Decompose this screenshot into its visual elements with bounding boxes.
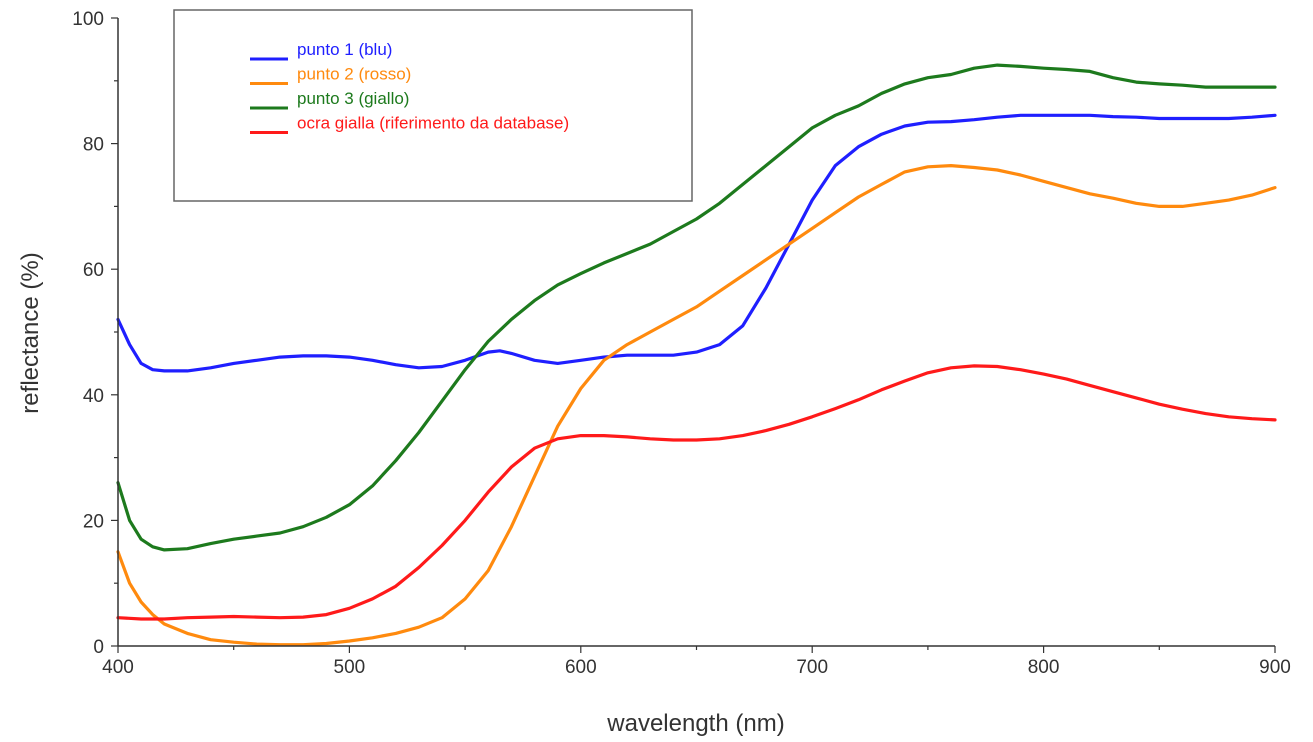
y-axis-title: reflectance (%) [17,252,44,413]
legend-items: punto 1 (blu) punto 2 (rosso) punto 3 (gia… [250,40,569,134]
x-tick-label: 700 [796,657,828,678]
y-tick-label: 0 [93,637,104,658]
legend-label-1: punto 1 (blu) [297,40,392,59]
y-tick-label: 100 [72,9,104,30]
x-tick-label: 400 [102,657,134,678]
axes: 400 500 600 700 800 900 0 20 40 60 80 100 [72,9,1291,678]
x-tick-label: 600 [565,657,597,678]
series-line-3 [116,63,1277,552]
x-tick-label: 800 [1028,657,1060,678]
legend-label-4: ocra gialla (riferimento da database) [297,114,569,133]
legend-label-2: punto 2 (rosso) [297,65,411,84]
x-tick-label: 900 [1259,657,1291,678]
y-tick-label: 60 [83,260,104,281]
y-tick-label: 40 [83,386,104,407]
y-tick-label: 20 [83,511,104,532]
series-layer [116,63,1277,647]
legend-label-3: punto 3 (giallo) [297,89,409,108]
legend: punto 1 (blu) punto 2 (rosso) punto 3 (gia… [173,9,693,202]
x-tick-label: 500 [334,657,366,678]
x-axis-title: wavelength (nm) [606,710,784,737]
series-line-2 [116,164,1277,647]
legend-box [173,9,693,202]
series-line-4 [116,364,1277,621]
y-tick-label: 80 [83,135,104,156]
series-line-1 [116,113,1277,373]
